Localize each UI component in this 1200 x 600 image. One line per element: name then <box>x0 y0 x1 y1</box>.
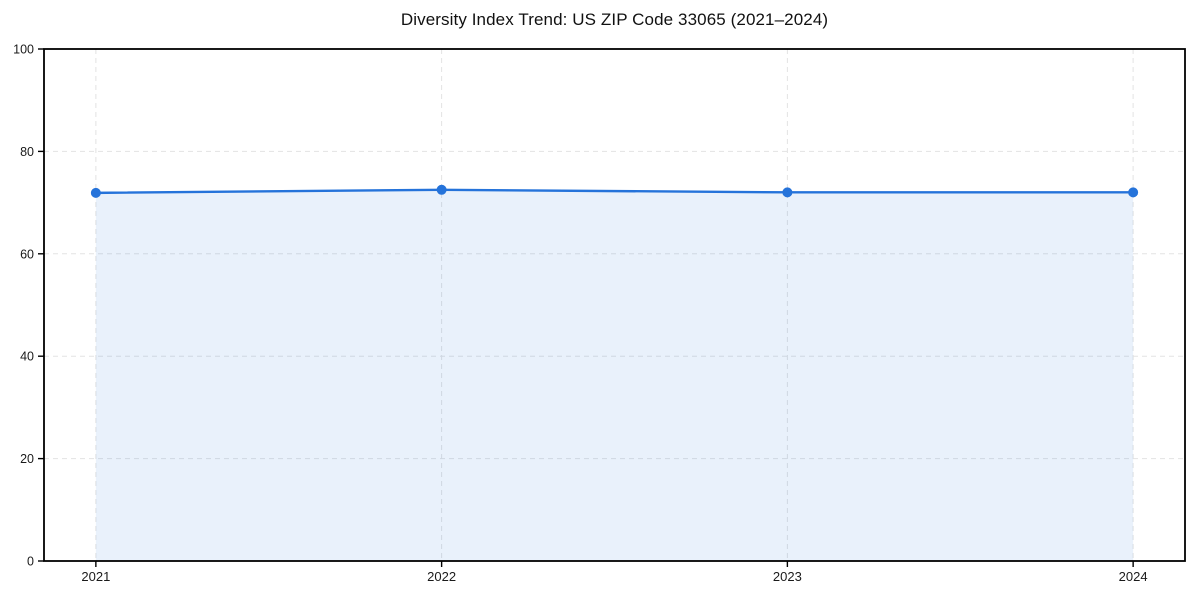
data-point-markers <box>90 184 1139 198</box>
x-tick-label: 2024 <box>1119 569 1148 584</box>
x-tick-label: 2022 <box>427 569 456 584</box>
data-point-marker <box>1128 187 1139 198</box>
y-tick-labels: 0 20 40 60 80 100 <box>13 43 34 569</box>
y-tick-label: 40 <box>20 350 34 364</box>
y-tick-label: 20 <box>20 452 34 466</box>
x-tick-label: 2021 <box>81 569 110 584</box>
y-tick-label: 60 <box>20 247 34 261</box>
x-tick-labels: 2021 2022 2023 2024 <box>81 569 1147 584</box>
area-fill <box>95 189 1134 562</box>
data-point-marker <box>782 187 793 198</box>
y-tick-label: 80 <box>20 145 34 159</box>
y-tick-label: 0 <box>27 555 34 569</box>
x-tick-label: 2023 <box>773 569 802 584</box>
chart-title: Diversity Index Trend: US ZIP Code 33065… <box>400 10 829 29</box>
series-line <box>94 188 1135 195</box>
data-point-marker <box>90 187 101 198</box>
tick-marks <box>38 48 1134 567</box>
axes-spines <box>43 48 1186 562</box>
data-point-marker <box>436 184 447 195</box>
y-tick-label: 100 <box>13 43 34 57</box>
